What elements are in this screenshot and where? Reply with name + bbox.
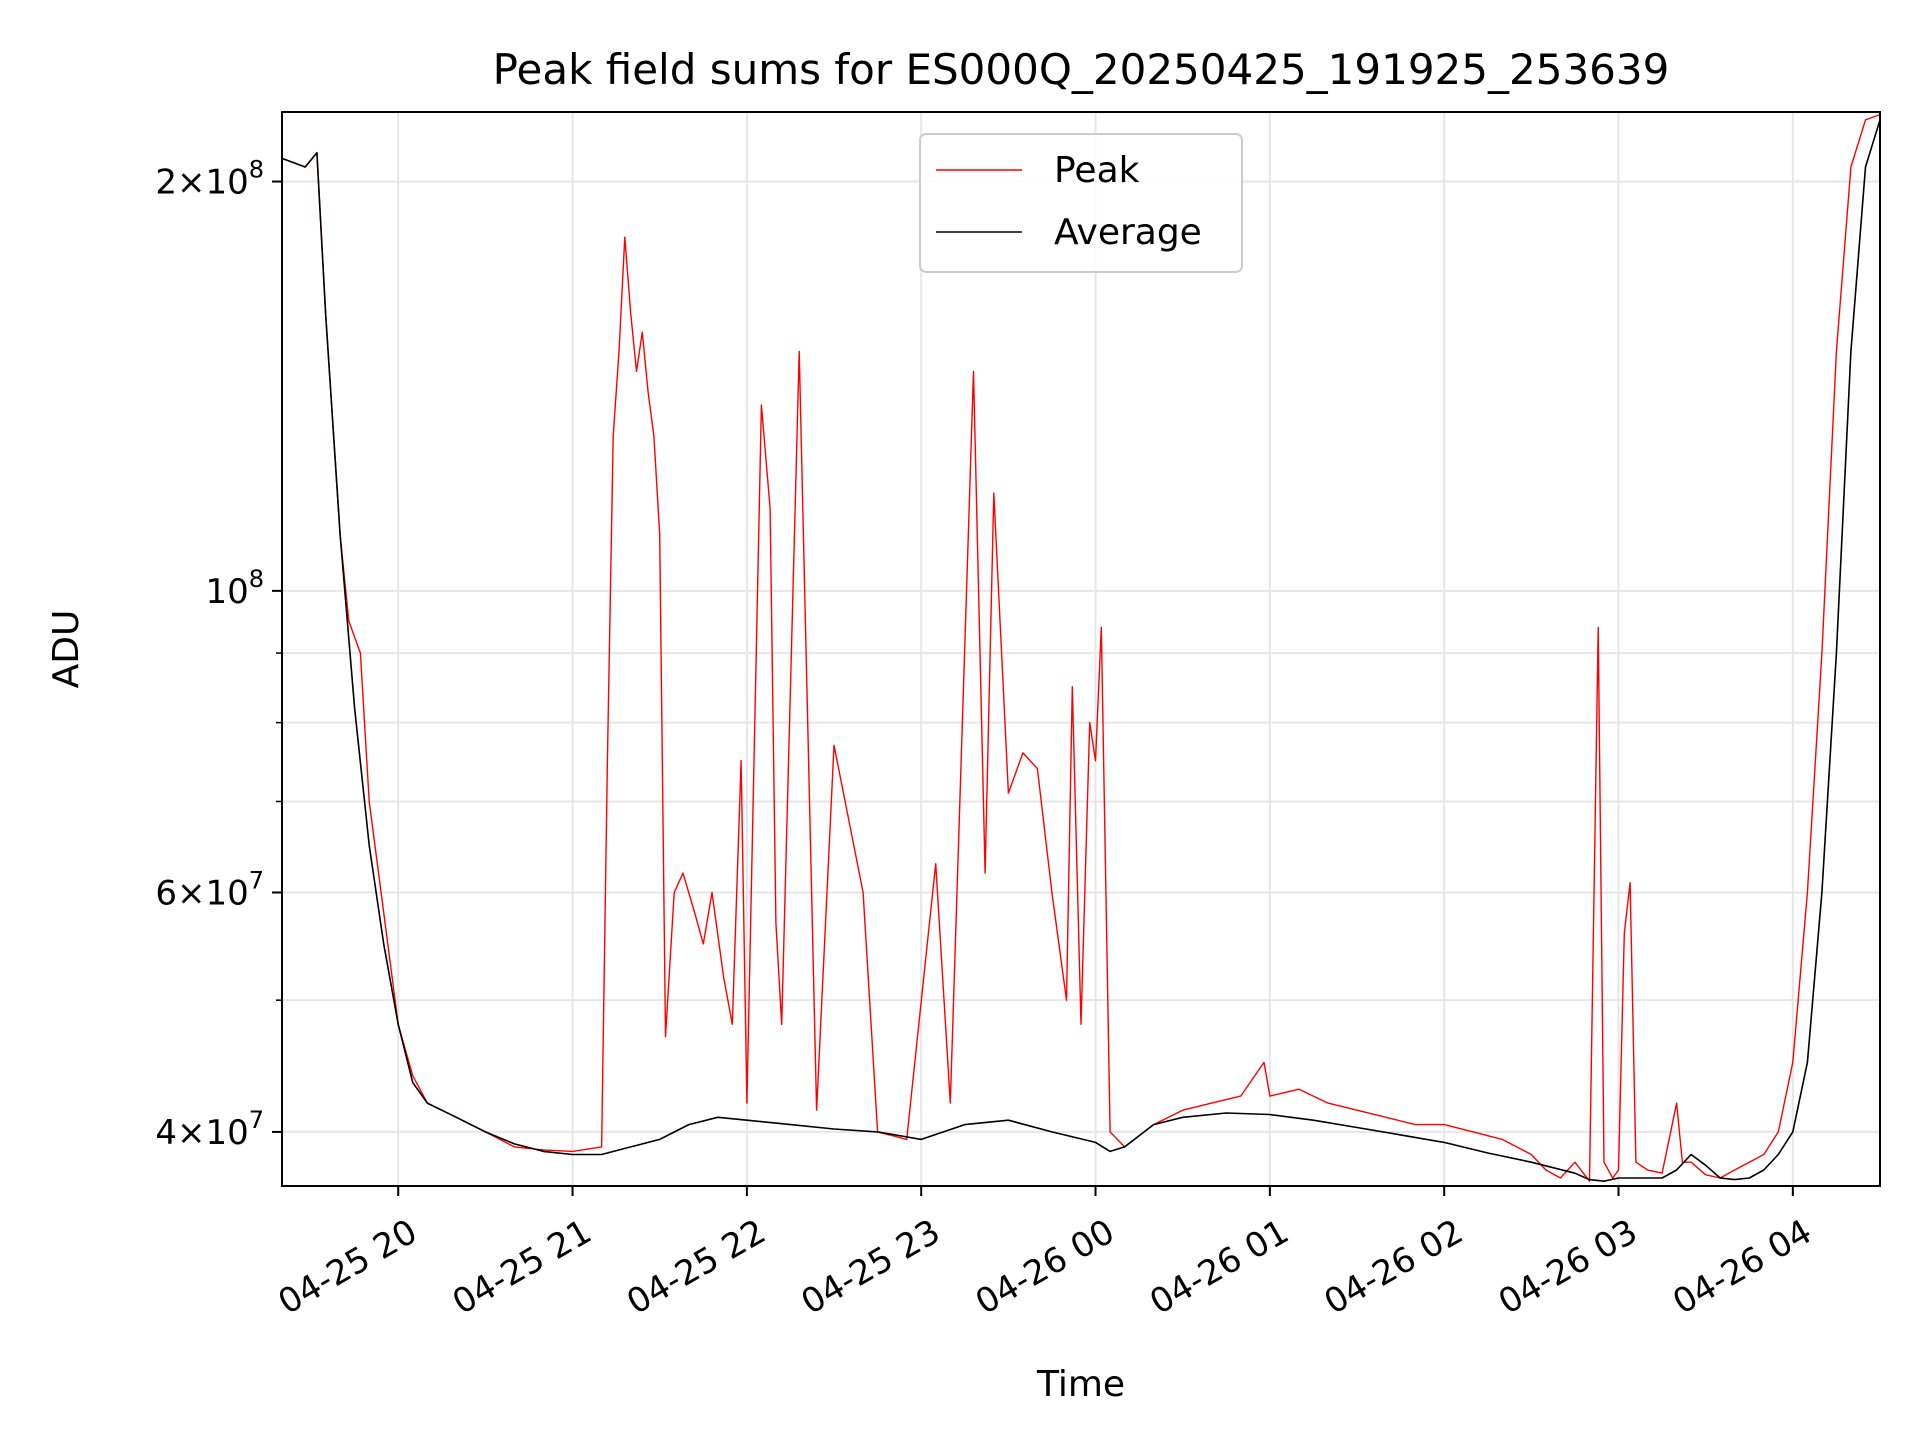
x-axis-label: Time	[1036, 1364, 1125, 1405]
series-line-peak	[281, 113, 1881, 1182]
legend-label-average: Average	[1054, 212, 1202, 253]
series-layer	[281, 113, 1881, 1182]
chart-title: Peak field sums for ES000Q_20250425_1919…	[493, 45, 1670, 94]
y-axis-label: ADU	[46, 610, 87, 689]
legend: Peak Average	[919, 133, 1243, 273]
series-line-average	[281, 119, 1881, 1182]
y-axis-ticks: 4×107 6×107 108 2×108	[155, 156, 282, 1153]
legend-box	[919, 133, 1243, 273]
y-tick-label: 4×107	[155, 1106, 264, 1153]
legend-label-peak: Peak	[1054, 150, 1140, 191]
y-tick-label: 108	[205, 565, 264, 612]
y-tick-label: 6×107	[155, 867, 264, 914]
y-tick-label: 2×108	[155, 156, 264, 203]
plot-frame	[281, 111, 1881, 1187]
